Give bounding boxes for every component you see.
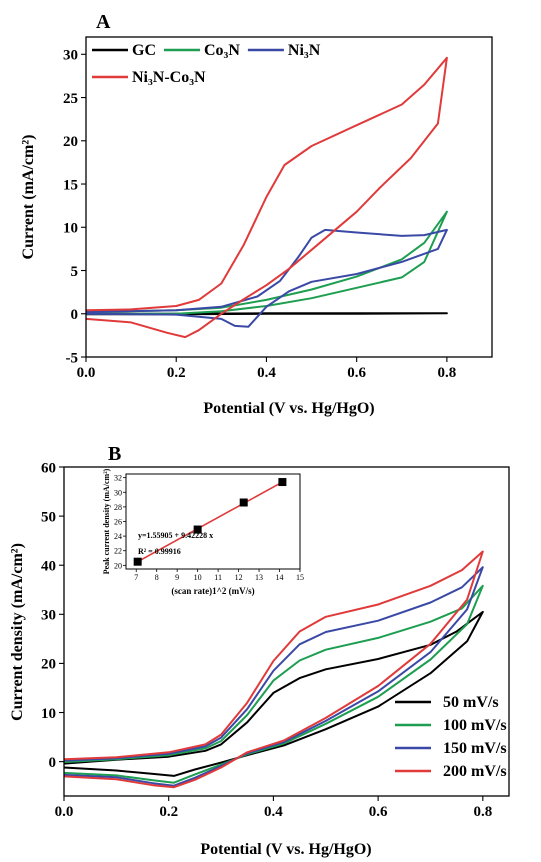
panel-a-series-line-2 xyxy=(85,228,448,328)
panel-b-y-tick-label: 50 xyxy=(41,509,56,525)
panel-b-y-tick-label: 0 xyxy=(49,755,57,771)
panel-a-legend-label: Ni₃N xyxy=(288,42,321,59)
panel-b-inset-x-tick-label: 15 xyxy=(296,573,304,582)
panel-b-inset-y-tick-label: 28 xyxy=(114,503,122,512)
panel-b-inset-fit-line xyxy=(137,481,283,563)
panel-b-legend: 50 mV/s 100 mV/s 150 mV/s 200 mV/s xyxy=(395,694,507,780)
panel-a-y-tick-label: 10 xyxy=(63,221,78,237)
panel-a-y-tick-label: 15 xyxy=(63,177,78,193)
panel-b-inset-x-tick-label: 8 xyxy=(155,573,159,582)
panel-b-inset-x-tick-label: 14 xyxy=(276,573,284,582)
panel-b-y-tick-label: 10 xyxy=(41,706,56,722)
panel-b-inset-point xyxy=(133,557,142,566)
panel-a-panel-label: A xyxy=(96,11,111,33)
panel-b-inset-point xyxy=(239,498,248,507)
panel-b-y-tick-label: 30 xyxy=(41,608,56,624)
panel-a-x-axis-label: Potential (V vs. Hg/HgO) xyxy=(203,400,374,417)
panel-b-inset-x-tick-label: 12 xyxy=(235,573,243,582)
panel-b-legend-label: 50 mV/s xyxy=(443,694,499,711)
panel-a-y-tick-label: 30 xyxy=(63,48,78,64)
panel-a-y-tick-label: 20 xyxy=(63,134,78,150)
panel-a-x-tick-label: 0.4 xyxy=(257,365,276,381)
panel-b-inset-y-tick-label: 20 xyxy=(114,561,122,570)
panel-b-inset-x-tick-label: 13 xyxy=(255,573,263,582)
panel-b-inset-equation: y=1.55905 + 9.42228 x xyxy=(138,531,213,540)
panel-b-inset-y-axis-label: Peak current density (mA/cm²) xyxy=(102,468,111,574)
panel-a-y-tick-label: 5 xyxy=(71,264,79,280)
panel-b-legend-label: 150 mV/s xyxy=(443,740,507,757)
panel-b-inset-y-tick-label: 30 xyxy=(114,488,122,497)
panel-b-series-line-2 xyxy=(63,566,484,787)
panel-a-x-tick-label: 0.0 xyxy=(77,365,96,381)
panel-A: 0.0 0.2 0.4 0.6 0.8 -5 0 5 10 15 20 25 30 A Potential … xyxy=(20,11,493,417)
panel-b-x-tick-label: 0.8 xyxy=(473,804,492,820)
panel-a-legend-label: Co₃N xyxy=(204,42,240,59)
panel-b-inset-x-tick-label: 9 xyxy=(175,573,179,582)
panel-a-x-tick-label: 0.8 xyxy=(438,365,457,381)
panel-b-x-tick-label: 0.6 xyxy=(369,804,388,820)
panel-b-y-axis-label: Current density (mA/cm²) xyxy=(9,543,26,721)
panel-a-plot-frame xyxy=(85,36,493,358)
panel-b-inset-point xyxy=(278,478,287,487)
panel-b-inset-point xyxy=(193,525,202,534)
panel-a-x-tick-label: 0.6 xyxy=(347,365,366,381)
panel-b-y-tick-label: 60 xyxy=(41,460,56,476)
panel-a-legend: GC Co₃N Ni₃N Ni₃N-Co₃N xyxy=(92,42,321,86)
panel-b-y-tick-label: 40 xyxy=(41,558,56,574)
panel-b-inset-y-tick-label: 24 xyxy=(114,532,122,541)
panel-a-y-tick-label: 0 xyxy=(71,307,79,323)
panel-b-inset-frame xyxy=(125,473,301,570)
panel-b-inset-y-tick-label: 22 xyxy=(114,547,122,556)
panel-b-inset-y-tick-label: 32 xyxy=(114,474,122,483)
panel-b-inset-x-tick-label: 7 xyxy=(134,573,138,582)
panel-a-series-line-0 xyxy=(86,312,448,316)
panel-a-series-line-3 xyxy=(85,56,448,339)
panel-b-x-tick-label: 0.0 xyxy=(55,804,74,820)
panel-b-series-line-0 xyxy=(63,610,484,777)
panel-a-y-axis-label: Current (mA/cm²) xyxy=(20,135,37,260)
panel-b-x-tick-label: 0.2 xyxy=(159,804,178,820)
panel-b-panel-label: B xyxy=(108,443,121,465)
panel-a-legend-label: Ni₃N-Co₃N xyxy=(132,69,206,86)
panel-a-x-tick-label: 0.2 xyxy=(167,365,186,381)
panel-b-legend-label: 200 mV/s xyxy=(443,763,507,780)
panel-b-inset-x-tick-label: 10 xyxy=(194,573,202,582)
panel-b-inset-x-axis-label: (scan rate)1^2 (mV/s) xyxy=(171,586,254,596)
panel-b-x-axis-label: Potential (V vs. Hg/HgO) xyxy=(200,841,371,858)
panel-b-plot-frame xyxy=(63,466,510,797)
panel-b-inset: 7 8 9 10 11 12 13 14 15 20 22 24 26 28 30 32 (scan rate)… xyxy=(102,468,304,596)
panel-b-inset-y-tick-label: 26 xyxy=(114,518,122,527)
panel-a-series-line-1 xyxy=(85,210,448,315)
panel-b-series-line-3 xyxy=(63,550,484,789)
panel-b-inset-x-tick-label: 11 xyxy=(214,573,222,582)
panel-b-x-tick-label: 0.4 xyxy=(264,804,283,820)
panel-a-legend-label: GC xyxy=(132,42,156,59)
panel-b-inset-r-squared: R² = 0.99916 xyxy=(138,547,181,556)
panel-b-series-line-1 xyxy=(63,584,484,784)
panel-B: 0.0 0.2 0.4 0.6 0.8 0 10 20 30 40 50 60 B Potential (… xyxy=(9,443,510,858)
panel-a-y-tick-label: 25 xyxy=(63,91,78,107)
panel-b-legend-label: 100 mV/s xyxy=(443,717,507,734)
panel-b-y-tick-label: 20 xyxy=(41,657,56,673)
panel-a-y-tick-label: -5 xyxy=(66,350,79,366)
